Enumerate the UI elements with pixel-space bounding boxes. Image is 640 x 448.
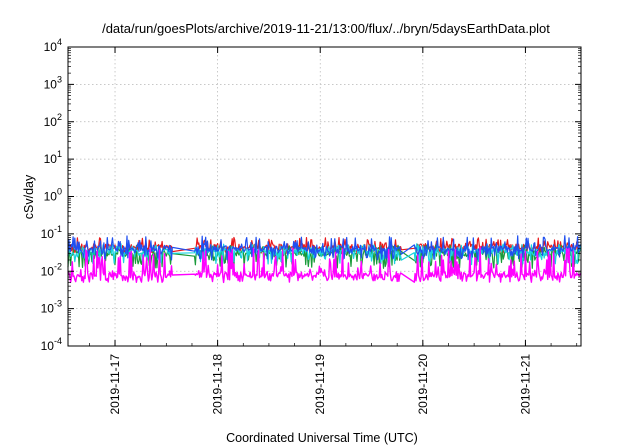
y-tick-label: 100 <box>44 187 62 204</box>
x-tick-label: 2019-11-21 <box>518 354 532 415</box>
series-line <box>67 246 582 284</box>
chart-title: /data/run/goesPlots/archive/2019-11-21/1… <box>102 21 550 36</box>
y-tick-label: 10-4 <box>41 336 62 353</box>
y-tick-label: 103 <box>44 74 62 91</box>
x-tick-label: 2019-11-17 <box>108 354 122 415</box>
y-tick-label: 104 <box>44 37 62 54</box>
y-tick-label: 102 <box>44 112 62 129</box>
y-tick-label: 10-2 <box>41 261 62 278</box>
series-layer <box>67 235 582 284</box>
x-tick-label: 2019-11-18 <box>211 354 225 415</box>
y-tick-label: 10-1 <box>41 224 62 241</box>
y-axis: 104 103 102 101 100 10-1 10-2 10-3 10-4 <box>41 37 581 353</box>
x-axis-label: Coordinated Universal Time (UTC) <box>226 431 418 445</box>
x-tick-label: 2019-11-19 <box>313 354 327 415</box>
y-tick-label: 10-3 <box>41 299 62 316</box>
grid <box>68 47 581 346</box>
series-line <box>67 243 582 266</box>
x-tick-label: 2019-11-20 <box>416 354 430 415</box>
series-line <box>67 235 582 261</box>
y-axis-label: cSv/day <box>22 174 36 219</box>
y-tick-label: 101 <box>44 149 62 166</box>
x-axis: 2019-11-17 2019-11-18 2019-11-19 2019-11-20… <box>89 47 578 415</box>
